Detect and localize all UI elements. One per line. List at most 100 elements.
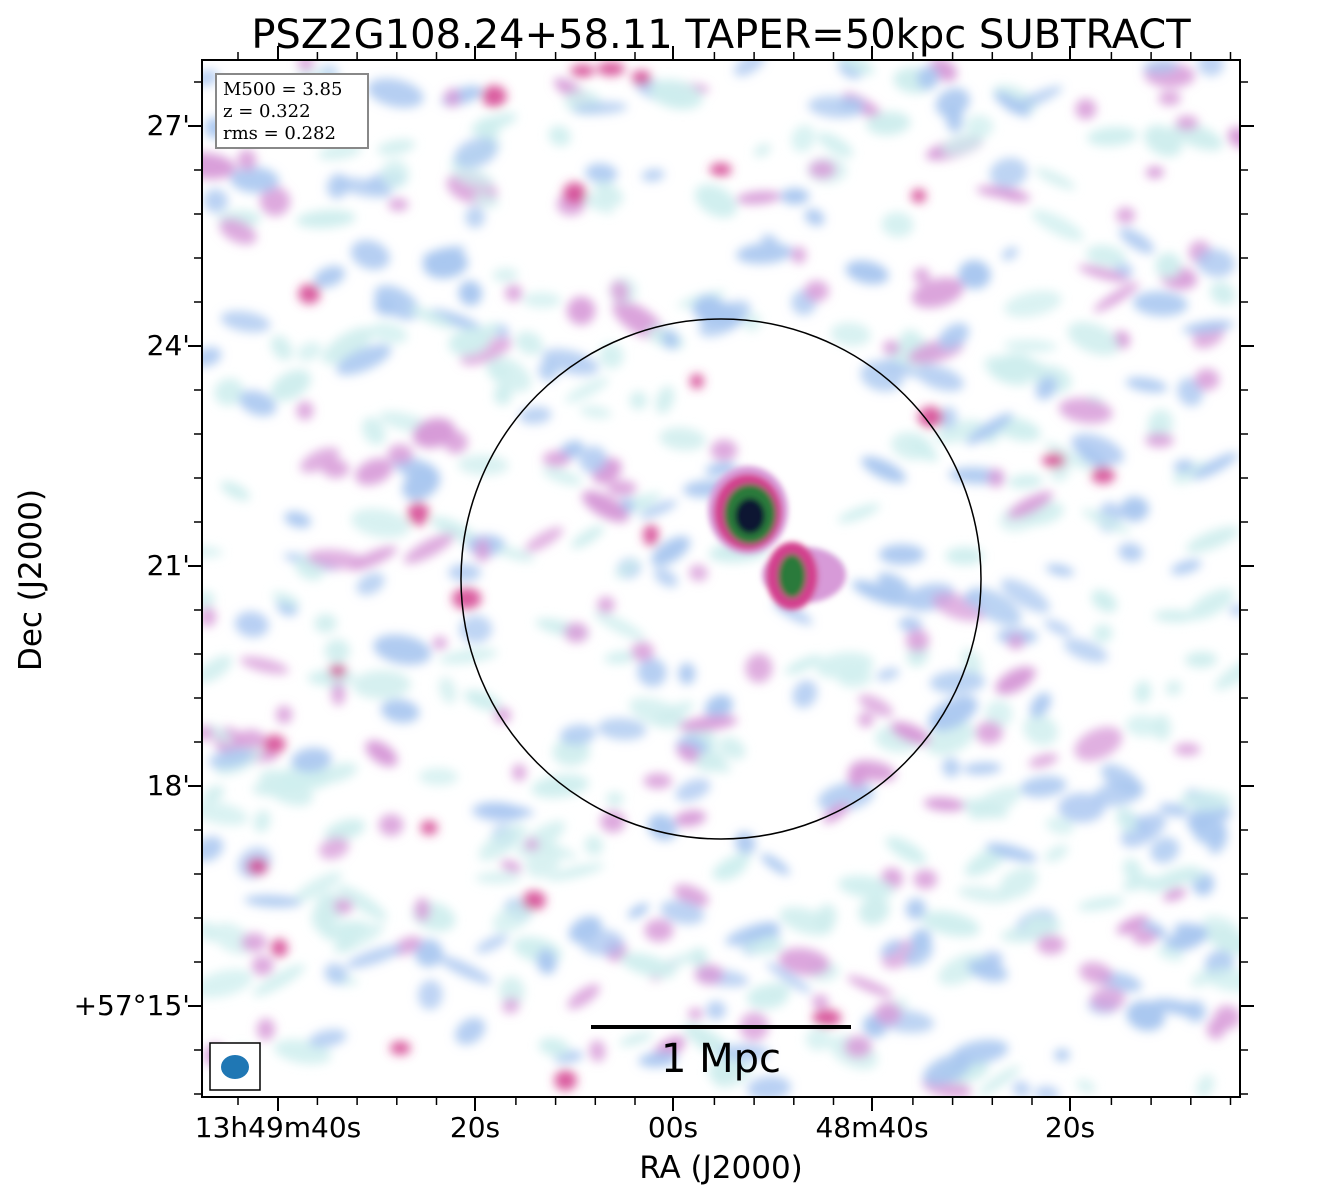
noise-peak bbox=[913, 869, 938, 890]
y-tick-label: 18' bbox=[147, 769, 190, 802]
noise-blob bbox=[651, 536, 691, 566]
noise-blob bbox=[593, 611, 646, 641]
noise-blob bbox=[239, 656, 289, 675]
y-tick-label: 27' bbox=[147, 109, 190, 142]
noise-peak bbox=[808, 160, 836, 179]
noise-blob bbox=[725, 921, 780, 946]
noise-peak bbox=[844, 1035, 872, 1058]
noise-blob bbox=[1045, 564, 1075, 576]
noise-blob bbox=[1000, 926, 1046, 943]
noise-blob bbox=[911, 277, 964, 308]
noise-peak bbox=[504, 284, 523, 302]
noise-blob bbox=[780, 188, 810, 205]
noise-peak bbox=[975, 721, 1003, 745]
noise-blob bbox=[402, 467, 441, 501]
noise-blob bbox=[606, 791, 624, 807]
noise-blob bbox=[1165, 680, 1182, 696]
noise-blob bbox=[599, 343, 624, 369]
noise-blob bbox=[629, 391, 648, 410]
noise-blob bbox=[890, 721, 931, 745]
noise-blob bbox=[1153, 714, 1171, 741]
noise-blob bbox=[202, 969, 253, 998]
noise-blob bbox=[1153, 610, 1195, 623]
noise-peak bbox=[1158, 91, 1181, 106]
noise-blob bbox=[978, 1065, 1021, 1096]
noise-blob bbox=[1091, 589, 1118, 613]
noise-blob bbox=[202, 801, 249, 826]
noise-peak bbox=[631, 641, 654, 662]
noise-blob bbox=[627, 903, 650, 919]
noise-peak bbox=[414, 897, 430, 922]
noise-blob bbox=[905, 898, 926, 920]
noise-blob bbox=[367, 78, 424, 108]
noise-blob bbox=[885, 836, 927, 865]
noise-blob bbox=[960, 798, 1009, 819]
noise-blob bbox=[999, 867, 1038, 899]
noise-blob bbox=[838, 875, 895, 899]
x-tick-label: 48m40s bbox=[815, 1111, 928, 1144]
noise-blob bbox=[1144, 125, 1183, 157]
noise-blob bbox=[760, 853, 790, 876]
noise-blob bbox=[552, 737, 591, 767]
noise-blob bbox=[1192, 452, 1239, 480]
bright-source-north bbox=[708, 466, 788, 554]
noise-blob bbox=[881, 359, 920, 378]
noise-blob bbox=[957, 886, 1011, 903]
noise-blob bbox=[1122, 875, 1157, 891]
noise-blob bbox=[935, 419, 984, 444]
noise-peak bbox=[237, 149, 257, 171]
noise-blob bbox=[346, 945, 403, 969]
noise-blob bbox=[1044, 442, 1092, 471]
noise-blob bbox=[291, 747, 332, 773]
noise-blob bbox=[1086, 245, 1126, 267]
noise-peak bbox=[1116, 207, 1136, 224]
noise-blob bbox=[678, 715, 738, 732]
noise-blob bbox=[695, 750, 726, 772]
noise-blob bbox=[548, 125, 571, 147]
noise-blob bbox=[352, 670, 411, 700]
noise-peak bbox=[542, 450, 570, 468]
noise-peak bbox=[387, 444, 414, 464]
noise-blob bbox=[439, 648, 498, 665]
noise-blob bbox=[991, 353, 1035, 382]
noise-blob bbox=[493, 384, 512, 406]
noise-blob bbox=[589, 1040, 606, 1062]
noise-blob bbox=[458, 280, 483, 306]
noise-blob bbox=[538, 360, 559, 382]
noise-blob bbox=[632, 496, 650, 510]
noise-blob bbox=[984, 700, 1013, 729]
noise-blob bbox=[567, 984, 600, 1010]
radio-map bbox=[202, 60, 1240, 1097]
noise-blob bbox=[252, 784, 274, 796]
noise-blob bbox=[234, 611, 269, 638]
noise-peak bbox=[689, 373, 705, 389]
noise-blob bbox=[355, 458, 393, 486]
noise-blob bbox=[1092, 624, 1113, 643]
noise-blob bbox=[1196, 248, 1235, 278]
noise-blob bbox=[499, 976, 525, 1006]
noise-blob bbox=[659, 427, 706, 451]
noise-blob bbox=[1054, 1048, 1070, 1062]
noise-blob bbox=[571, 525, 604, 549]
noise-blob bbox=[938, 406, 958, 429]
noise-blob bbox=[431, 516, 478, 544]
x-axis-label: RA (J2000) bbox=[639, 1150, 803, 1186]
noise-blob bbox=[365, 740, 398, 767]
noise-blob bbox=[1007, 474, 1043, 489]
noise-blob bbox=[610, 280, 630, 302]
noise-blob bbox=[230, 166, 280, 193]
noise-blob bbox=[1210, 281, 1236, 306]
noise-blob bbox=[1197, 60, 1224, 77]
x-tick-label: 00s bbox=[648, 1111, 698, 1144]
noise-blob bbox=[515, 331, 544, 355]
noise-blob bbox=[967, 959, 1008, 982]
noise-blob bbox=[581, 490, 629, 523]
noise-blob bbox=[1150, 837, 1180, 864]
noise-blob bbox=[202, 152, 236, 180]
noise-blob bbox=[220, 481, 251, 501]
noise-blob bbox=[492, 268, 518, 282]
noise-peak bbox=[804, 280, 829, 302]
noise-blob bbox=[1206, 927, 1240, 956]
bright-source-south bbox=[762, 542, 846, 610]
